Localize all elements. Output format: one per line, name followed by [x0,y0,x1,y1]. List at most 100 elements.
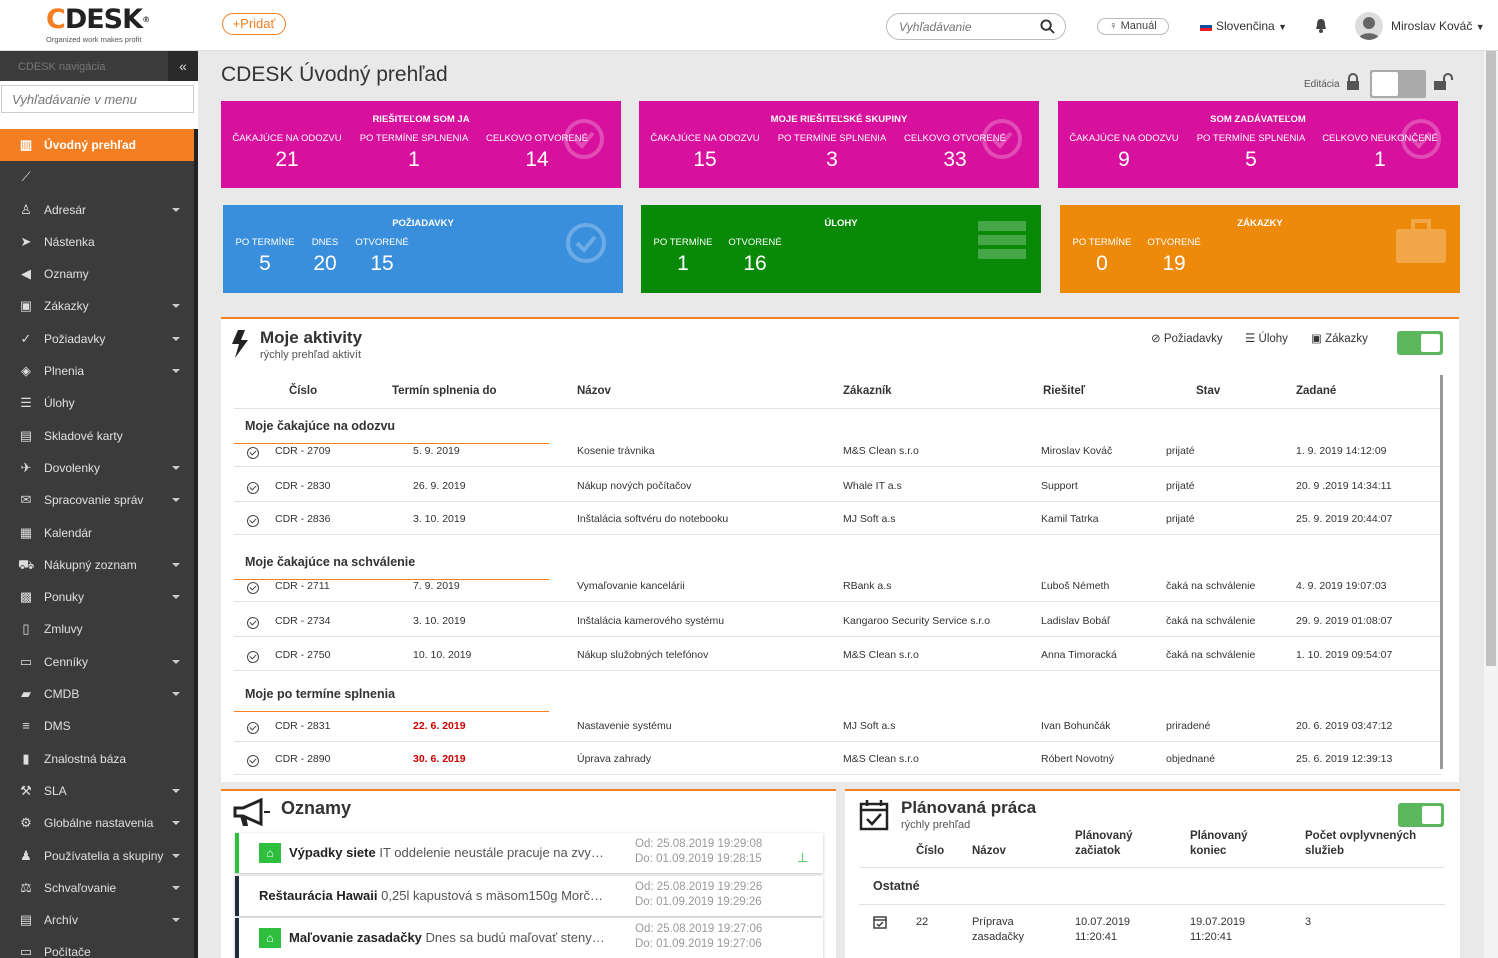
sidebar-item-19[interactable]: ▮ Znalostná báza [0,743,198,775]
announcement-item[interactable]: Reštaurácia Hawaii 0,25l kapustová s mäs… [235,876,823,916]
tile-stat[interactable]: OTVORENÉ 19 [1114,237,1234,276]
sidebar-item-5[interactable]: ▣ Zákazky [0,290,198,322]
tile-stat[interactable]: PO TERMÍNE SPLNENIA 3 [772,133,892,172]
edit-mode-toggle[interactable] [1370,70,1426,98]
pin-icon[interactable]: ⊥ [797,850,809,865]
sidebar-item-24[interactable]: ▤ Archív [0,904,198,936]
tile-stat[interactable]: ČAKAJÚCE NA ODOZVU 9 [1064,133,1184,172]
stat-tile-1[interactable]: Moje riešiteľské skupiny ČAKAJÚCE NA ODOZ… [639,101,1039,188]
planned-work-toggle[interactable] [1398,803,1444,827]
menu-search-input[interactable] [1,85,194,113]
scrollbar-thumb[interactable] [1486,51,1496,666]
sidebar-item-22[interactable]: ♟ Používatelia a skupiny [0,840,198,872]
sidebar-scrollbar[interactable] [194,129,198,958]
filter-requests[interactable]: ⊘ Požiadavky [1151,331,1223,345]
tile-stat[interactable]: PO TERMÍNE 1 [623,237,743,276]
folder-icon: ▰ [21,686,31,702]
sidebar-item-23[interactable]: ⚖ Schvaľovanie [0,872,198,904]
bolt-icon [232,330,248,358]
activities-scrollbar[interactable] [1440,375,1443,769]
tile-stat[interactable]: DNES 20 [265,237,385,276]
bell-icon[interactable] [1314,18,1328,34]
column-header[interactable]: Zadané [1296,385,1337,397]
stat-tile-3[interactable]: Požiadavky PO TERMÍNE 5 DNES 20 OTVORENÉ 15 [223,205,623,293]
announcement-title: Výpadky siete [289,845,376,860]
cell-customer: M&S Clean s.r.o [843,445,919,457]
tile-stat[interactable]: PO TERMÍNE SPLNENIA 5 [1191,133,1311,172]
sidebar-item-8[interactable]: ☰ Úlohy [0,387,198,419]
collapse-sidebar-button[interactable]: « [168,51,198,81]
column-header[interactable]: Termín splnenia do [392,385,497,397]
sidebar-item-15[interactable]: ▯ Zmluvy [0,613,198,645]
sidebar-item-9[interactable]: ▤ Skladové karty [0,420,198,452]
tile-stat[interactable]: CELKOVO OTVORENÉ 33 [895,133,1015,172]
column-header[interactable]: Riešiteľ [1043,385,1086,397]
tile-stat[interactable]: ČAKAJÚCE NA ODOZVU 21 [227,133,347,172]
tile-stat[interactable]: CELKOVO NEUKONČENÉ 1 [1320,133,1440,172]
sidebar-item-3[interactable]: ➤ Nástenka [0,226,198,258]
filter-tasks[interactable]: ☰ Úlohy [1245,331,1288,345]
column-header[interactable]: Číslo [289,385,318,397]
announcement-item[interactable]: ⌂ Maľovanie zasadačky Dnes sa budú maľova… [235,918,823,958]
language-select[interactable]: Slovenčina ▼ [1200,19,1287,33]
sidebar-item-13[interactable]: ⛟ Nákupný zoznam [0,549,198,581]
filter-orders[interactable]: ▣ Zákazky [1311,331,1368,345]
sidebar-item-2[interactable]: ♙ Adresár [0,194,198,226]
slovak-flag-icon [1200,22,1212,32]
column-header[interactable]: Názov [577,385,611,397]
sidebar-item-10[interactable]: ✈ Dovolenky [0,452,198,484]
column-header[interactable]: Zákazník [843,385,892,397]
sidebar-item-20[interactable]: ⚒ SLA [0,775,198,807]
announcement-item[interactable]: ⌂ Výpadky siete IT oddelenie neustále pra… [235,833,823,873]
sidebar-item-16[interactable]: ▭ Cenníky [0,646,198,678]
search-input[interactable] [899,18,1039,36]
main-scrollbar[interactable] [1484,51,1498,958]
sidebar-item-12[interactable]: ▦ Kalendár [0,517,198,549]
sidebar-item-0[interactable]: ▥ Úvodný prehľad [0,129,198,162]
tile-stat[interactable]: OTVORENÉ 16 [695,237,815,276]
tile-stat[interactable]: ČAKAJÚCE NA ODOZVU 15 [645,133,765,172]
bullhorn-icon: ◀ [21,266,31,282]
column-header[interactable]: Stav [1196,385,1221,397]
cell-customer: MJ Soft a.s [843,513,896,525]
check-circle-icon [982,119,1022,159]
cell-name: Inštalácia softvéru do notebooku [577,513,729,525]
activities-toggle[interactable] [1397,331,1443,355]
stat-tile-5[interactable]: Zákazky PO TERMÍNE 0 OTVORENÉ 19 [1060,205,1460,293]
cdesk-logo[interactable]: CDESK® Organized work makes profit [46,6,196,48]
row-divider [234,741,1441,742]
stat-tile-0[interactable]: Riešiteľom som ja ČAKAJÚCE NA ODOZVU 21 PO … [221,101,621,188]
group-divider [234,443,549,444]
sidebar-item-7[interactable]: ◈ Plnenia [0,355,198,387]
sidebar-item-18[interactable]: ≡ DMS [0,710,198,742]
check-circle-icon [247,617,259,629]
sidebar-item-label: Počítače [44,945,91,958]
avatar [1355,12,1383,40]
sidebar-item-label: CMDB [44,687,80,702]
sidebar-item-14[interactable]: ▩ Ponuky [0,581,198,613]
tile-title: Moje riešiteľské skupiny [770,114,908,125]
sidebar-item-25[interactable]: ▭ Počítače [0,936,198,958]
sidebar-item-17[interactable]: ▰ CMDB [0,678,198,710]
tile-stat-label: CELKOVO OTVORENÉ [904,133,1006,144]
filter-label: Zákazky [1325,333,1368,345]
stat-tile-4[interactable]: Úlohy PO TERMÍNE 1 OTVORENÉ 16 [641,205,1041,293]
manual-button[interactable]: ♀ Manuál [1097,18,1169,35]
sidebar-item-1[interactable]: ⟋ [0,161,198,193]
search-icon[interactable] [1040,19,1055,34]
calendar-check-icon [859,800,889,831]
tile-stat[interactable]: PO TERMÍNE SPLNENIA 1 [354,133,474,172]
cell-customer: M&S Clean s.r.o [843,649,919,661]
tile-stat[interactable]: OTVORENÉ 15 [322,237,442,276]
sidebar-item-11[interactable]: ✉ Spracovanie správ [0,484,198,516]
tile-stat[interactable]: PO TERMÍNE 0 [1042,237,1162,276]
manual-label: Manuál [1120,20,1157,32]
tile-stat[interactable]: CELKOVO OTVORENÉ 14 [477,133,597,172]
tile-stat[interactable]: PO TERMÍNE 5 [205,237,325,276]
sidebar-item-6[interactable]: ✓ Požiadavky [0,323,198,355]
sidebar-item-21[interactable]: ⚙ Globálne nastavenia [0,807,198,839]
stat-tile-2[interactable]: Som zadávateľom ČAKAJÚCE NA ODOZVU 9 PO TER… [1058,101,1458,188]
check-circle-icon [247,482,259,494]
sidebar-item-4[interactable]: ◀ Oznamy [0,258,198,290]
add-button[interactable]: +Pridať [222,13,286,35]
